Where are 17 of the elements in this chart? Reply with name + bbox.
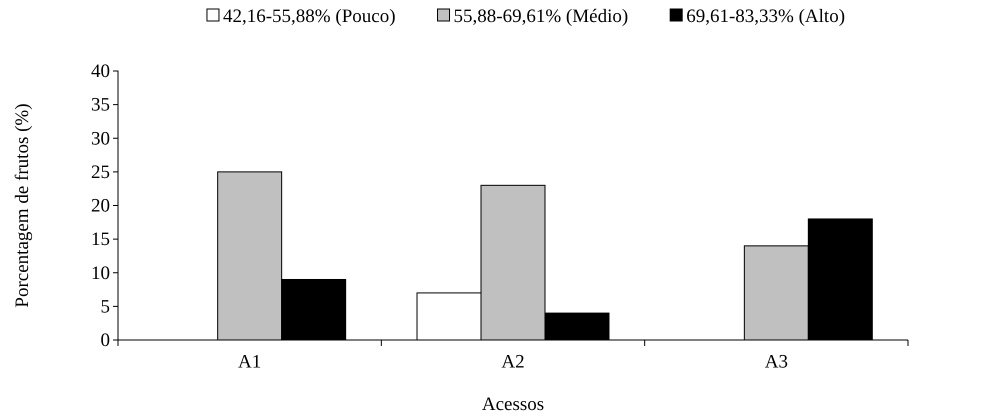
y-tick-label: 30: [91, 128, 110, 150]
x-tick-label: A3: [764, 351, 788, 372]
y-tick-label: 35: [91, 94, 110, 116]
y-tick-label: 0: [100, 330, 110, 352]
x-tick-label: A2: [501, 351, 525, 372]
y-tick-label: 20: [91, 196, 110, 217]
x-tick-label: A1: [238, 351, 262, 372]
y-tick-label: 15: [91, 229, 110, 250]
y-axis-title: Porcentagem de frutos (%): [12, 103, 33, 308]
x-axis-title: Acessos: [482, 394, 544, 415]
legend-label: 69,61-83,33% (Alto): [686, 6, 846, 27]
legend-label: 42,16-55,88% (Pouco): [222, 6, 396, 27]
y-tick-label: 25: [91, 162, 110, 183]
y-tick-label: 10: [91, 262, 110, 284]
y-tick-label: 5: [100, 296, 110, 318]
legend-label: 55,88-69,61% (Médio): [454, 6, 628, 27]
y-tick-label: 40: [91, 61, 110, 82]
